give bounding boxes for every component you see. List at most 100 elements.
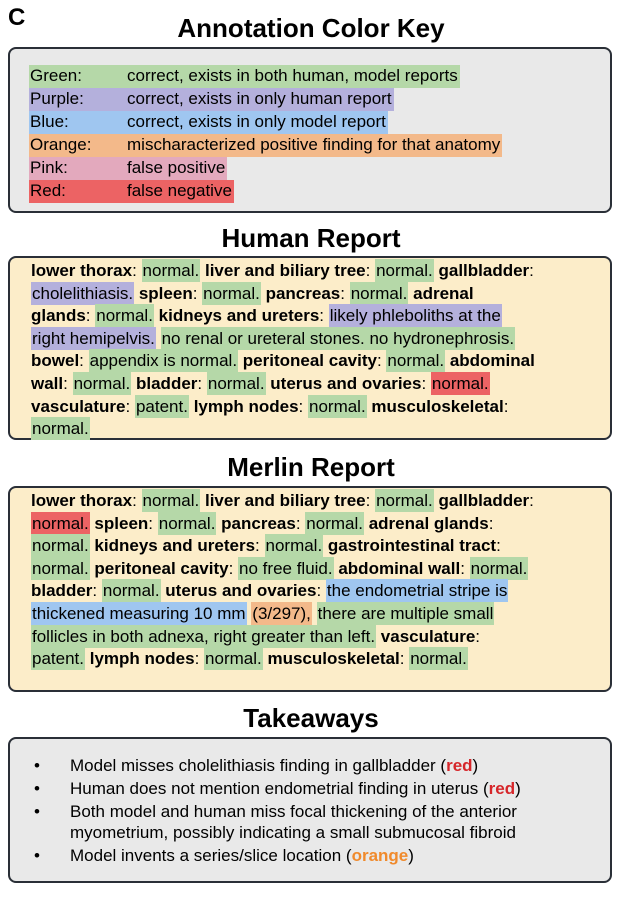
- color-key-box: Green: correct, exists in both human, mod…: [8, 47, 612, 213]
- anatomy-label: bowel: [31, 351, 80, 371]
- anatomy-label: abdominal wall: [338, 558, 461, 578]
- takeaways-list: • Model misses cholelithiasis finding in …: [34, 755, 590, 866]
- anatomy-label: adrenal: [413, 283, 474, 303]
- report-text: [312, 604, 317, 623]
- finding-blue: the endometrial stripe is: [325, 579, 509, 603]
- merlin-report-box: lower thorax: normal. liver and biliary …: [8, 486, 612, 692]
- anatomy-label: lower thorax: [31, 491, 133, 510]
- color-key-highlight: Green: correct, exists in both human, mod…: [29, 65, 460, 88]
- finding-green: normal.: [204, 647, 263, 671]
- color-key-row: Orange: mischaracterized positive finding…: [29, 134, 610, 157]
- finding-green: normal.: [141, 489, 201, 512]
- color-key-row: Purple: correct, exists in only human rep…: [29, 88, 610, 111]
- report-line: normal.: [31, 417, 610, 441]
- anatomy-label: musculoskeletal: [371, 396, 504, 416]
- takeaway-item: • Model misses cholelithiasis finding in …: [34, 755, 590, 776]
- report-text: :: [125, 396, 135, 416]
- report-text: :: [319, 306, 329, 326]
- anatomy-label: pancreas: [221, 513, 296, 533]
- report-line: thickened measuring 10 mm (3/297), there…: [31, 601, 610, 626]
- finding-red: normal.: [430, 371, 490, 395]
- finding-purple: right hemipelvis.: [31, 326, 156, 350]
- anatomy-label: pancreas: [265, 283, 341, 303]
- finding-green: follicles in both adnexa, right greater …: [31, 624, 377, 648]
- takeaway-segment: Human does not mention endometrial findi…: [70, 779, 489, 798]
- anatomy-label: abdominal: [449, 351, 535, 371]
- anatomy-label: liver and biliary tree: [204, 491, 366, 510]
- bullet: •: [34, 802, 40, 821]
- takeaway-segment: Model invents a series/slice location (: [70, 846, 352, 865]
- anatomy-label: peritoneal cavity: [242, 351, 377, 371]
- takeaway-segment: Model misses cholelithiasis finding in g…: [70, 756, 447, 775]
- takeaway-segment: ): [408, 846, 414, 865]
- report-text: :: [340, 283, 350, 303]
- report-text: :: [529, 491, 534, 510]
- report-line: patent. lymph nodes: normal. musculoskel…: [31, 647, 610, 671]
- report-text: :: [316, 581, 326, 601]
- report-text: :: [228, 558, 239, 578]
- finding-green: normal.: [264, 534, 324, 558]
- report-text: :: [194, 649, 205, 669]
- anatomy-label: gastrointestinal tract: [327, 536, 497, 556]
- color-key-row: Red: false negative: [29, 180, 610, 203]
- color-key-row: Green: correct, exists in both human, mod…: [29, 65, 610, 88]
- finding-green: normal.: [95, 304, 154, 328]
- report-line: lower thorax: normal. liver and biliary …: [31, 489, 610, 513]
- report-text: :: [460, 558, 470, 578]
- color-key-description: correct, exists in both human, model rep…: [127, 66, 458, 85]
- anatomy-label: liver and biliary tree: [204, 261, 366, 280]
- anatomy-label: uterus and ovaries: [270, 373, 422, 393]
- key-title: Annotation Color Key: [177, 13, 445, 43]
- panel-label: C: [8, 4, 26, 31]
- bullet: •: [34, 779, 40, 798]
- finding-green: normal.: [305, 511, 364, 535]
- takeaway-segment: ): [472, 756, 479, 775]
- finding-green: appendix is normal.: [88, 349, 239, 373]
- takeaway-item: • Model invents a series/slice location (…: [34, 845, 590, 866]
- anatomy-label: kidneys and ureters: [158, 306, 320, 326]
- takeaway-item: • Both model and human miss focal thicken…: [34, 801, 590, 843]
- color-key-description: false negative: [127, 181, 232, 200]
- finding-green: no free fluid.: [238, 556, 334, 580]
- finding-green: patent.: [31, 647, 85, 671]
- human-report-text: lower thorax: normal. liver and biliary …: [31, 259, 610, 441]
- anatomy-label: lymph nodes: [193, 396, 299, 416]
- anatomy-label: kidneys and ureters: [94, 536, 256, 556]
- color-key-row: Blue: correct, exists in only model repor…: [29, 111, 610, 134]
- takeaway-text: Model invents a series/slice location (o…: [70, 845, 414, 866]
- report-text: :: [85, 306, 96, 326]
- anatomy-label: adrenal glands: [368, 513, 489, 533]
- report-line: right hemipelvis. no renal or ureteral s…: [31, 326, 610, 351]
- human-report-title: Human Report: [221, 223, 401, 253]
- anatomy-label: uterus and ovaries: [165, 581, 317, 601]
- color-key-list: Green: correct, exists in both human, mod…: [29, 65, 610, 203]
- takeaway-segment: Both model and human miss focal thickeni…: [70, 802, 517, 842]
- color-key-description: correct, exists in only model report: [127, 112, 386, 131]
- anatomy-label: lymph nodes: [89, 649, 195, 669]
- report-text: :: [192, 283, 203, 303]
- takeaway-text: Model misses cholelithiasis finding in g…: [70, 755, 478, 776]
- finding-green: normal.: [386, 349, 446, 373]
- report-text: :: [148, 513, 158, 533]
- report-line: normal. kidneys and ureters: normal. gas…: [31, 534, 610, 558]
- takeaway-segment: ): [515, 779, 521, 798]
- color-key-description: correct, exists in only human report: [127, 89, 392, 108]
- anatomy-label: peritoneal cavity: [94, 558, 229, 578]
- anatomy-label: gallbladder: [438, 491, 530, 510]
- color-key-row: Pink: false positive: [29, 157, 610, 180]
- finding-green: normal.: [157, 511, 217, 535]
- report-text: :: [488, 513, 494, 533]
- report-text: :: [399, 649, 410, 669]
- report-text: :: [63, 373, 73, 393]
- bullet: •: [34, 846, 40, 865]
- report-text: :: [475, 626, 481, 646]
- color-key-highlight: Blue: correct, exists in only model repor…: [29, 111, 388, 134]
- report-text: :: [132, 491, 142, 510]
- report-text: :: [421, 373, 431, 393]
- anatomy-label: bladder: [136, 373, 198, 393]
- finding-green: normal.: [375, 259, 434, 282]
- report-line: lower thorax: normal. liver and biliary …: [31, 259, 610, 283]
- finding-green: normal.: [101, 579, 161, 603]
- color-key-name: Orange:: [30, 135, 92, 154]
- takeaway-text: Both model and human miss focal thickeni…: [70, 801, 590, 843]
